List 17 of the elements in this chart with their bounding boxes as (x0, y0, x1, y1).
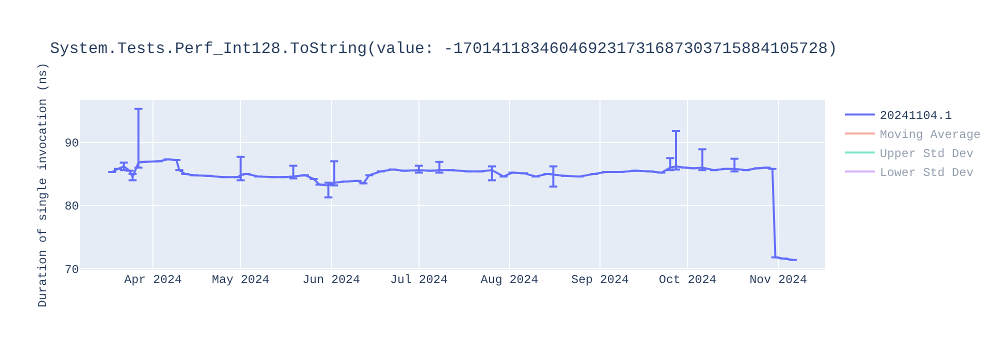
chart-title: System.Tests.Perf_Int128.ToString(value: -170141183460469231731687303715884105728) (50, 40, 838, 58)
x-tick-label: Aug 2024 (480, 273, 538, 287)
y-tick-label: 80 (64, 200, 79, 214)
legend-label: Upper Std Dev (880, 147, 974, 162)
x-tick-label: Jun 2024 (302, 273, 360, 287)
legend-label: Lower Std Dev (880, 166, 974, 180)
legend-label: 20241104.1 (880, 109, 952, 124)
y-tick-label: 70 (64, 262, 79, 277)
x-tick-label: Nov 2024 (749, 273, 808, 287)
x-tick-label: May 2024 (212, 273, 270, 287)
x-tick-label: Apr 2024 (124, 273, 182, 287)
x-tick-label: Oct 2024 (658, 273, 716, 287)
legend-label: Moving Average (880, 128, 981, 142)
x-tick-label: Sep 2024 (571, 273, 629, 287)
y-tick-label: 90 (64, 136, 79, 151)
y-axis-title: Duration of single invocation (ns) (36, 62, 50, 308)
x-tick-label: Jul 2024 (390, 273, 448, 287)
